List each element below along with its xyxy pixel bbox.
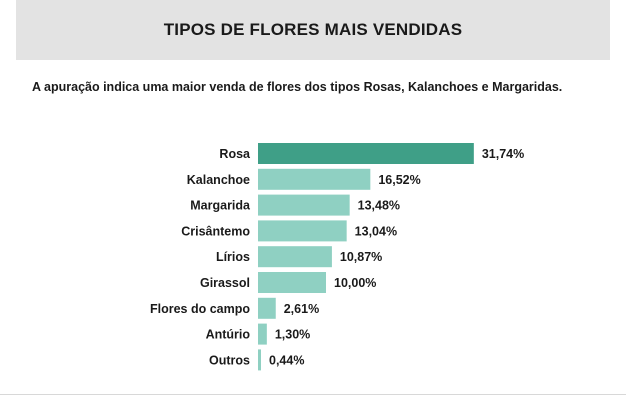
- bar: [258, 143, 474, 164]
- bar: [258, 272, 326, 293]
- category-label: Kalanchoe: [187, 173, 250, 187]
- data-label: 10,00%: [334, 276, 376, 290]
- bar: [258, 297, 276, 319]
- category-label: Crisântemo: [181, 224, 250, 238]
- data-label: 0,44%: [269, 353, 304, 367]
- data-label: 2,61%: [284, 302, 319, 316]
- category-label: Flores do campo: [150, 302, 250, 316]
- data-label: 10,87%: [340, 250, 382, 264]
- bar: [258, 168, 371, 190]
- category-label: Rosa: [219, 147, 251, 161]
- bar: [258, 194, 350, 216]
- bottom-divider: [0, 394, 626, 395]
- category-label: Antúrio: [206, 328, 251, 342]
- category-label: Margarida: [190, 199, 251, 213]
- summary-text: A apuração indica uma maior venda de flo…: [32, 80, 563, 94]
- category-label: Outros: [209, 353, 250, 367]
- data-label: 31,74%: [482, 147, 524, 161]
- data-label: 16,52%: [378, 173, 420, 187]
- report-card: TIPOS DE FLORES MAIS VENDIDAS A apuração…: [16, 0, 610, 400]
- bar: [258, 220, 347, 242]
- data-label: 1,30%: [275, 328, 310, 342]
- data-label: 13,04%: [355, 224, 397, 238]
- page-title: TIPOS DE FLORES MAIS VENDIDAS: [163, 20, 463, 39]
- bar: [258, 246, 332, 268]
- bar: [258, 323, 267, 345]
- page-header: TIPOS DE FLORES MAIS VENDIDAS: [16, 0, 610, 60]
- category-label: Lírios: [216, 250, 250, 264]
- category-label: Girassol: [200, 276, 250, 290]
- bar: [258, 349, 261, 371]
- data-label: 13,48%: [358, 199, 400, 213]
